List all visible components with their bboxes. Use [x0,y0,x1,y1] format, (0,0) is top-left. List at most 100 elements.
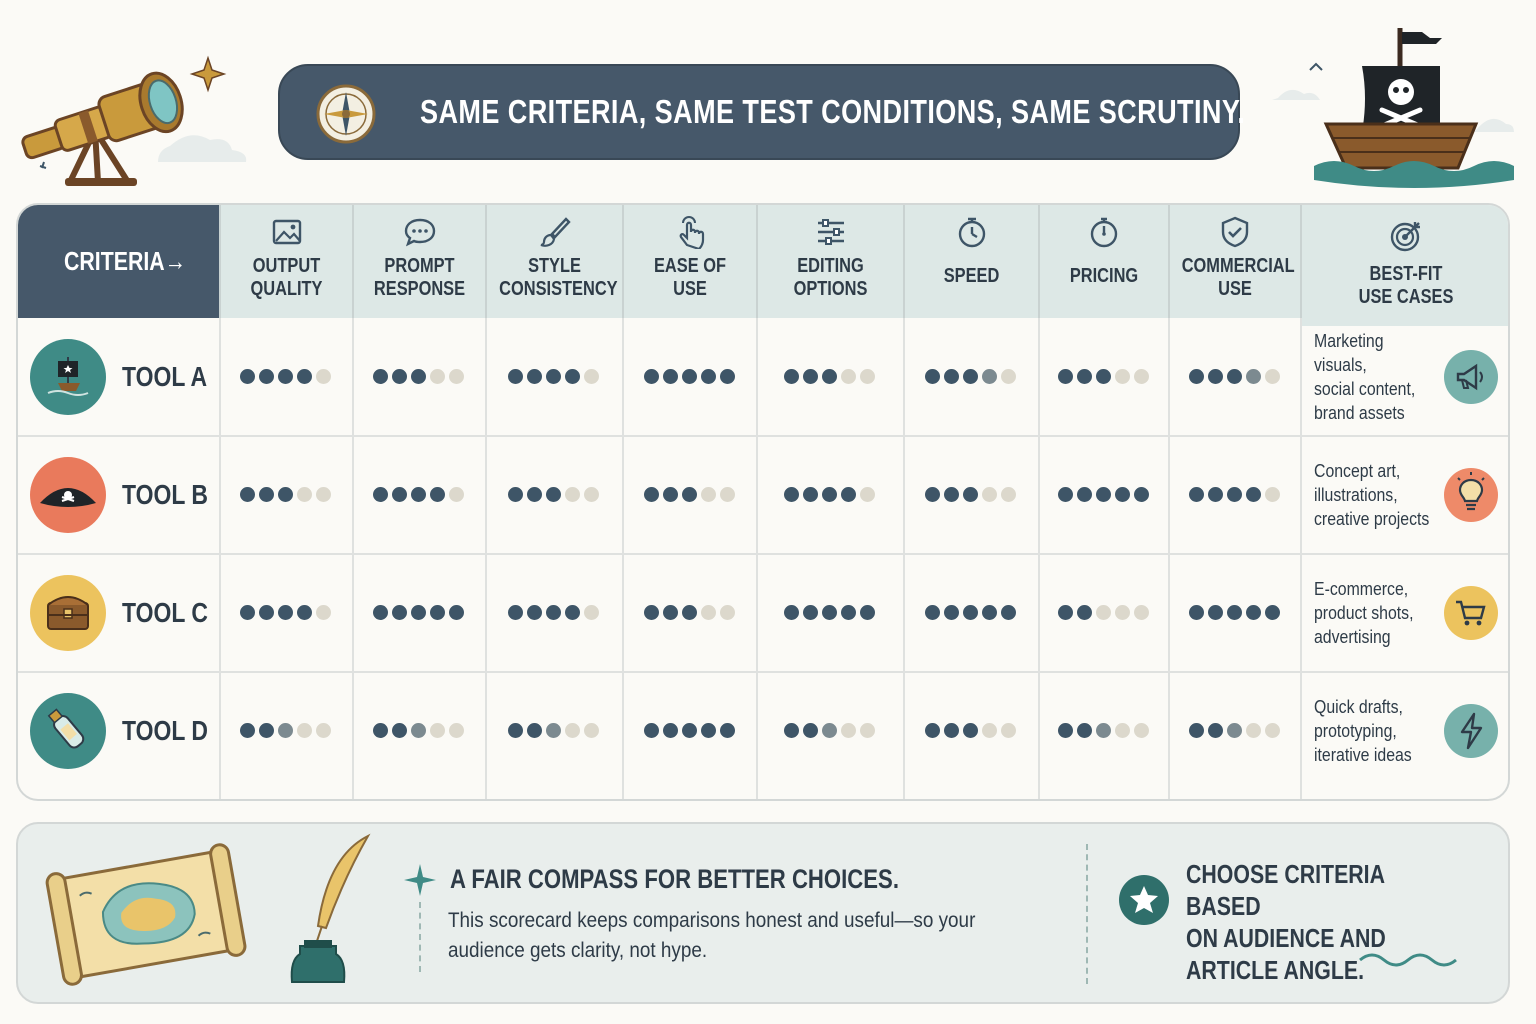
telescope-illustration [21,55,247,186]
rating-dot [700,605,716,620]
rating-dots [1057,605,1149,621]
column-header-label: BEST-FIT USE CASES [1358,263,1454,308]
rating-dot [546,605,561,620]
rating-dots [784,369,875,385]
rating-dots [240,369,331,385]
column-divider [756,318,758,799]
rating-dot [449,369,464,384]
rating-dot [1001,369,1016,384]
rating-dot [508,605,523,620]
rating-dots [784,487,875,503]
rating-dot [822,369,837,384]
rating-dot [297,487,312,502]
megaphone-icon [1444,350,1498,404]
column-header-9: BEST-FIT USE CASES [1300,205,1508,326]
rating-dot [297,369,312,384]
rating-dots [373,369,464,385]
rating-dots [1057,487,1149,503]
best-fit-cell: Marketing visuals, social content, brand… [1300,318,1508,436]
rating-dot [1057,487,1073,502]
column-divider [485,318,487,799]
rating-dot [944,723,959,738]
rating-dot [430,369,445,384]
rating-dot [803,723,818,738]
rating-dots [643,369,735,385]
rating-dot [643,723,659,738]
rating-dot [1207,605,1223,620]
rating-dot [316,723,331,738]
rating-dot [278,723,293,738]
rating-dot [1188,487,1204,502]
rating-dot [982,369,997,384]
rating-dot [1245,723,1261,738]
rating-dot [297,723,312,738]
rating-dot [700,487,716,502]
rating-dots [1188,723,1280,739]
tool-name: TOOL D [122,715,208,746]
rating-dot [1133,487,1149,502]
rating-dot [1114,723,1130,738]
rating-dot [1264,605,1280,620]
column-header-label: PRICING [1069,265,1139,287]
rating-dot [373,369,388,384]
rating-dots [1188,369,1280,385]
column-header-label: OUTPUT QUALITY [250,255,323,300]
rating-dot [1001,487,1016,502]
rating-dot [860,605,875,620]
rating-dot [508,369,523,384]
rating-dot [1133,369,1149,384]
rating-dots [1188,487,1280,503]
rating-dot [1226,605,1242,620]
rating-dot [982,605,997,620]
rating-dot [392,369,407,384]
rating-dots [508,369,599,385]
tool-row-header: TOOL D [18,672,219,790]
rating-dot [259,723,274,738]
column-header-label: STYLE CONSISTENCY [499,255,618,300]
rating-dot [1095,723,1111,738]
rating-dot [681,723,697,738]
rating-dot [1226,723,1242,738]
quill-inkwell-icon [290,833,371,983]
rating-dot [546,369,561,384]
rating-dot [1226,487,1242,502]
rating-dot [784,369,799,384]
column-header-1: OUTPUT QUALITY [219,205,352,318]
column-divider [1038,318,1040,799]
footer-tip: CHOOSE CRITERIA BASED ON AUDIENCE AND AR… [1186,859,1386,985]
rating-dot [527,487,542,502]
rating-dot [1057,605,1073,620]
rating-dot [944,605,959,620]
rating-dot [565,487,580,502]
rating-dots [643,605,735,621]
row-divider [18,435,1508,437]
rating-dot [963,605,978,620]
rating-dot [681,487,697,502]
column-header-7: PRICING [1038,205,1168,318]
rating-dot [822,723,837,738]
rating-dot [719,369,735,384]
tool-name: TOOL B [122,479,208,510]
rating-dots [240,605,331,621]
rating-dot [944,369,959,384]
rating-dot [1057,723,1073,738]
rating-dot [392,605,407,620]
rating-dot [449,487,464,502]
rating-dots [925,723,1016,739]
rating-dot [584,369,599,384]
rating-dot [316,487,331,502]
rating-dot [1188,723,1204,738]
tool-row-header: TOOL B [18,436,219,554]
rating-dots [240,723,331,739]
rating-dot [297,605,312,620]
rating-dots [925,605,1016,621]
rating-dot [925,487,940,502]
rating-dot [1076,723,1092,738]
cart-icon [1444,586,1498,640]
rating-dot [1076,605,1092,620]
rating-dot [944,487,959,502]
rating-dot [430,487,445,502]
rating-dot [841,723,856,738]
rating-dot [373,723,388,738]
rating-dot [1188,369,1204,384]
